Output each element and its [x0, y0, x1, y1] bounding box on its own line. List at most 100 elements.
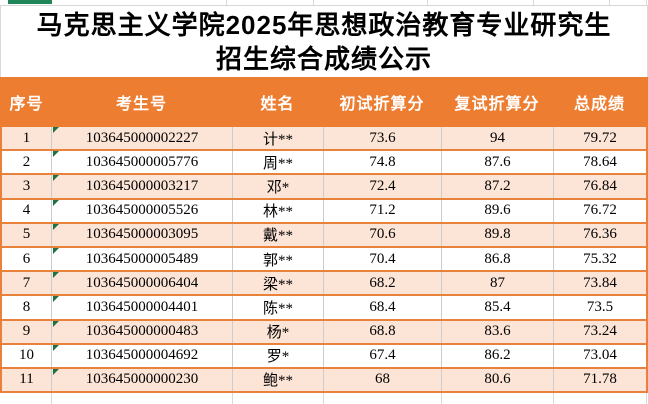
cell-total-score[interactable]: 73.84: [553, 272, 646, 295]
table-row: 10 103645000004692 罗* 67.4 86.2 73.04: [2, 344, 646, 369]
cell-candidate-id[interactable]: 103645000005489: [51, 247, 232, 271]
cell-seq[interactable]: 9: [22, 323, 31, 340]
number-as-text-indicator-icon: [53, 127, 59, 133]
cell-candidate-id[interactable]: 103645000003095: [51, 223, 232, 246]
number-as-text-indicator-icon: [53, 247, 59, 254]
gridline: [313, 0, 314, 5]
cell-candidate-id[interactable]: 103645000005526: [51, 199, 232, 222]
cell-name[interactable]: 林**: [232, 199, 323, 222]
cell-seq[interactable]: 6: [22, 250, 31, 267]
cell-retest-score[interactable]: 85.4: [441, 296, 553, 319]
candidate-id-text: 103645000003095: [85, 226, 199, 243]
cell-retest-score[interactable]: 83.6: [441, 320, 553, 343]
cell-total-score[interactable]: 71.78: [553, 368, 646, 392]
gridline: [323, 393, 324, 404]
cell-retest-score[interactable]: 87: [441, 272, 553, 295]
cell-seq[interactable]: 4: [22, 202, 31, 219]
header-total-score[interactable]: 总成绩: [573, 96, 625, 113]
cell-seq[interactable]: 8: [22, 298, 31, 315]
cell-total-score[interactable]: 79.72: [553, 127, 646, 150]
cell-seq[interactable]: 1: [22, 129, 31, 146]
cell-retest-score[interactable]: 86.8: [441, 247, 553, 271]
candidate-id-text: 103645000004692: [85, 347, 199, 364]
cell-name[interactable]: 戴**: [232, 223, 323, 246]
cell-seq[interactable]: 3: [22, 177, 31, 194]
header-candidate-id[interactable]: 考生号: [115, 96, 167, 113]
cell-initial-score[interactable]: 71.2: [323, 199, 441, 222]
header-retest-score[interactable]: 复试折算分: [454, 96, 540, 113]
number-as-text-indicator-icon: [53, 151, 59, 158]
cell-initial-score[interactable]: 68.4: [323, 296, 441, 319]
cell-name[interactable]: 鲍**: [232, 368, 323, 392]
cell-candidate-id[interactable]: 103645000000230: [51, 368, 232, 392]
cell-initial-score[interactable]: 67.4: [323, 344, 441, 367]
cell-name[interactable]: 梁**: [232, 272, 323, 295]
cell-candidate-id[interactable]: 103645000002227: [51, 127, 232, 150]
table-row: 9 103645000000483 杨* 68.8 83.6 73.24: [2, 320, 646, 345]
gridline: [533, 0, 534, 5]
cell-seq[interactable]: 5: [22, 226, 31, 243]
cell-retest-score[interactable]: 89.6: [441, 199, 553, 222]
header-initial-score[interactable]: 初试折算分: [339, 96, 425, 113]
table-row: 3 103645000003217 邓* 72.4 87.2 76.84: [2, 175, 646, 200]
table-row: 2 103645000005776 周** 74.8 87.6 78.64: [2, 151, 646, 176]
cell-total-score[interactable]: 75.32: [553, 247, 646, 271]
gridline: [553, 393, 554, 404]
cell-candidate-id[interactable]: 103645000005776: [51, 151, 232, 174]
cell-total-score[interactable]: 76.36: [553, 223, 646, 246]
cell-name[interactable]: 杨*: [232, 320, 323, 343]
cell-retest-score[interactable]: 94: [441, 127, 553, 150]
cell-seq[interactable]: 7: [22, 274, 31, 291]
cell-retest-score[interactable]: 89.8: [441, 223, 553, 246]
candidate-id-text: 103645000006404: [85, 274, 199, 291]
cell-total-score[interactable]: 73.04: [553, 344, 646, 367]
number-as-text-indicator-icon: [53, 223, 59, 230]
cell-name[interactable]: 邓*: [232, 175, 323, 198]
header-name[interactable]: 姓名: [260, 96, 295, 113]
table-row: 11 103645000000230 鲍** 68 80.6 71.78: [2, 368, 646, 394]
cell-total-score[interactable]: 73.5: [553, 296, 646, 319]
cell-seq[interactable]: 11: [19, 371, 34, 388]
cell-total-score[interactable]: 78.64: [553, 151, 646, 174]
cell-candidate-id[interactable]: 103645000003217: [51, 175, 232, 198]
cell-initial-score[interactable]: 72.4: [323, 175, 441, 198]
cell-name[interactable]: 周**: [232, 151, 323, 174]
cell-initial-score[interactable]: 68.2: [323, 272, 441, 295]
cell-candidate-id[interactable]: 103645000004692: [51, 344, 232, 367]
cell-total-score[interactable]: 76.84: [553, 175, 646, 198]
title-cell[interactable]: 马克思主义学院2025年思想政治教育专业研究生 招生综合成绩公示: [0, 6, 648, 77]
cell-name[interactable]: 陈**: [232, 296, 323, 319]
cell-total-score[interactable]: 76.72: [553, 199, 646, 222]
cell-name[interactable]: 郭**: [232, 247, 323, 271]
cell-initial-score[interactable]: 74.8: [323, 151, 441, 174]
cell-total-score[interactable]: 73.24: [553, 320, 646, 343]
cell-retest-score[interactable]: 80.6: [441, 368, 553, 392]
cell-initial-score[interactable]: 68.8: [323, 320, 441, 343]
gridline: [646, 0, 647, 5]
header-seq[interactable]: 序号: [9, 96, 44, 113]
sheet-top-strip: [0, 0, 648, 6]
gridline: [441, 393, 442, 404]
candidate-id-text: 103645000004401: [85, 298, 199, 315]
number-as-text-indicator-icon: [53, 272, 59, 279]
cell-initial-score[interactable]: 73.6: [323, 127, 441, 150]
cell-initial-score[interactable]: 70.4: [323, 247, 441, 271]
cell-retest-score[interactable]: 86.2: [441, 344, 553, 367]
cell-retest-score[interactable]: 87.6: [441, 151, 553, 174]
sheet-bottom-strip: [0, 393, 648, 404]
cell-candidate-id[interactable]: 103645000004401: [51, 296, 232, 319]
candidate-id-text: 103645000002227: [85, 129, 199, 146]
cell-candidate-id[interactable]: 103645000000483: [51, 320, 232, 343]
number-as-text-indicator-icon: [53, 344, 59, 351]
cell-name[interactable]: 罗*: [232, 344, 323, 367]
cell-retest-score[interactable]: 87.2: [441, 175, 553, 198]
cell-seq[interactable]: 10: [19, 347, 34, 364]
cell-seq[interactable]: 2: [22, 153, 31, 170]
gridline: [427, 0, 428, 5]
cell-initial-score[interactable]: 70.6: [323, 223, 441, 246]
cell-initial-score[interactable]: 68: [323, 368, 441, 392]
number-as-text-indicator-icon: [53, 175, 59, 182]
cell-name[interactable]: 计**: [232, 127, 323, 150]
number-as-text-indicator-icon: [53, 368, 59, 375]
cell-candidate-id[interactable]: 103645000006404: [51, 272, 232, 295]
